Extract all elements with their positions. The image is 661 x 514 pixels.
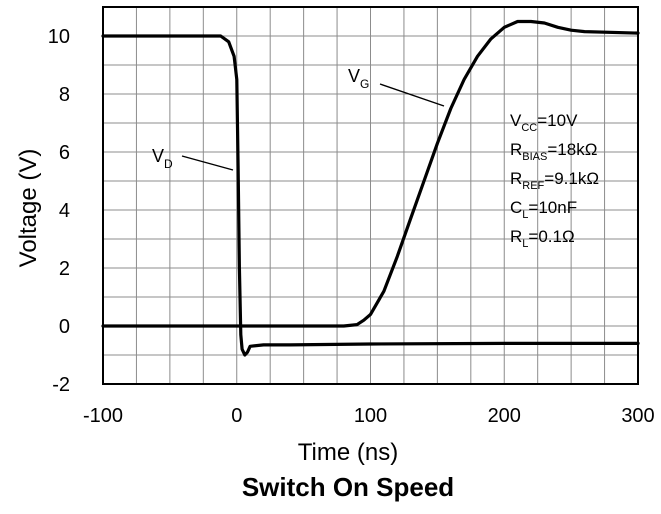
y-axis-label: Voltage (V) (15, 149, 42, 268)
leader-line-vg (379, 83, 445, 107)
x-tick-label: 300 (621, 405, 654, 427)
series-layer (101, 19, 640, 357)
x-tick-label: 200 (488, 405, 521, 427)
x-tick-label: -100 (83, 405, 123, 427)
chart-title: Switch On Speed (242, 472, 454, 502)
annotation-line: RBIAS=18kΩ (510, 140, 597, 163)
plot-frame (102, 6, 639, 385)
grid-lines (103, 7, 638, 384)
y-tick-label: 10 (48, 26, 70, 48)
x-tick-label: 0 (231, 405, 242, 427)
series-labels: VD VG (152, 66, 445, 171)
y-tick-label: 2 (59, 258, 70, 280)
series-line-vg (101, 19, 640, 328)
series-label-vd: VD (152, 146, 173, 171)
x-axis-label: Time (ns) (298, 439, 398, 466)
annotation-line: RREF=9.1kΩ (510, 169, 599, 192)
leader-line-vd (181, 155, 234, 171)
y-tick-label: 0 (59, 316, 70, 338)
x-tick-label: 100 (354, 405, 387, 427)
annotation-line: VCC=10V (510, 111, 578, 134)
y-tick-label: 4 (59, 200, 70, 222)
x-axis-ticks: -100 0 100 200 300 (83, 405, 655, 427)
y-tick-label: -2 (52, 374, 70, 396)
y-tick-label: 6 (59, 142, 70, 164)
annotation-line: CL=10nF (510, 198, 577, 221)
conditions-annotation: VCC=10V RBIAS=18kΩ RREF=9.1kΩ CL=10nF RL=0.1… (510, 111, 599, 250)
y-axis-ticks: -2 0 2 4 6 8 10 (48, 26, 70, 396)
y-tick-label: 8 (59, 84, 70, 106)
annotation-line: RL=0.1Ω (510, 227, 575, 250)
series-line-vd (101, 34, 640, 357)
series-label-vg: VG (348, 66, 369, 91)
